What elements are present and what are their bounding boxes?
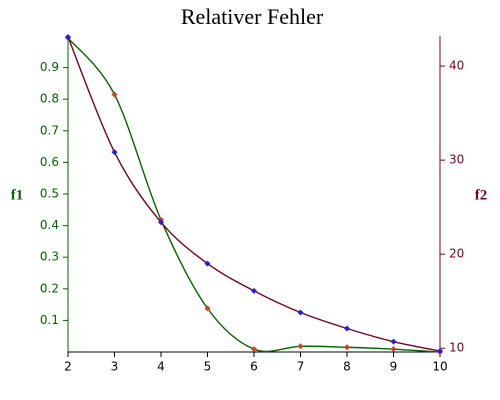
data-point bbox=[65, 33, 71, 40]
x-tick-label: 6 bbox=[250, 360, 258, 374]
x-tick-label: 2 bbox=[64, 360, 72, 374]
series-line bbox=[67, 37, 441, 353]
x-tick-label: 4 bbox=[157, 360, 165, 374]
y-tick-label: 0.6 bbox=[40, 155, 59, 169]
y-tick-label: 0.1 bbox=[40, 313, 59, 327]
data-point bbox=[111, 149, 118, 156]
data-point bbox=[251, 287, 257, 294]
y2-tick-label: 20 bbox=[449, 247, 464, 261]
x-tick-label: 10 bbox=[432, 360, 447, 374]
y-tick-label: 0.7 bbox=[40, 123, 59, 137]
data-point bbox=[344, 344, 350, 351]
data-point bbox=[390, 338, 397, 345]
y-tick-label: 0.5 bbox=[40, 187, 59, 201]
data-point bbox=[297, 343, 304, 350]
x-tick-label: 9 bbox=[390, 360, 398, 374]
y-tick-label: 0.4 bbox=[40, 218, 59, 232]
y2-tick-label: 40 bbox=[449, 59, 464, 73]
x-tick-label: 7 bbox=[297, 360, 305, 374]
y-tick-label: 0.8 bbox=[40, 92, 59, 106]
x-tick-label: 8 bbox=[343, 360, 351, 374]
chart-title: Relativer Fehler bbox=[181, 4, 324, 29]
y2-tick-label: 10 bbox=[449, 341, 464, 355]
y2-tick-label: 30 bbox=[449, 153, 464, 167]
data-point bbox=[204, 305, 211, 312]
data-point bbox=[251, 346, 257, 353]
data-point bbox=[437, 348, 443, 355]
data-point bbox=[158, 219, 164, 226]
data-point bbox=[390, 346, 397, 353]
x-tick-label: 3 bbox=[111, 360, 119, 374]
y-tick-label: 0.2 bbox=[40, 281, 59, 295]
data-point bbox=[297, 309, 304, 316]
data-point bbox=[111, 91, 118, 98]
y-tick-label: 0.3 bbox=[40, 250, 59, 264]
data-point bbox=[204, 260, 211, 267]
y2-axis-label: f2 bbox=[475, 187, 488, 203]
series-line bbox=[67, 36, 441, 352]
data-point bbox=[344, 325, 350, 332]
y-tick-label: 0.9 bbox=[40, 60, 59, 74]
x-tick-label: 5 bbox=[204, 360, 212, 374]
y-axis-label: f1 bbox=[11, 187, 24, 203]
